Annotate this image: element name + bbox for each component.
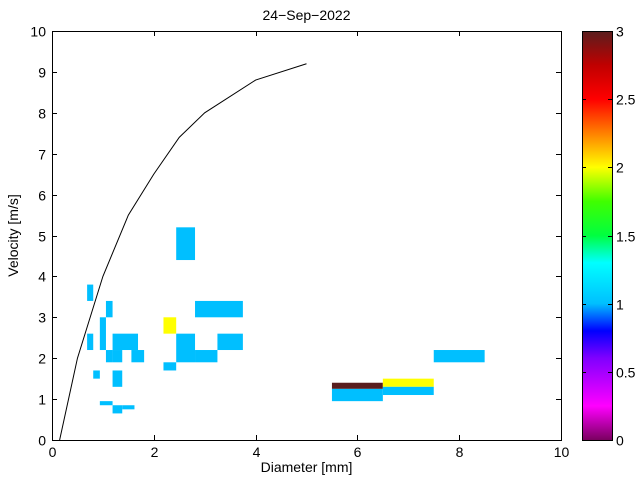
y-tick-label: 2	[38, 351, 46, 367]
colorbar-tick-label: 0	[616, 433, 624, 449]
heatmap-cell	[382, 386, 434, 396]
axes: 0 2 4 6 8 10 0 1 2 3 4 5 6 7 8 9 10	[30, 24, 569, 461]
y-tick-label: 3	[38, 310, 46, 326]
colorbar-tick-label: 1.5	[616, 229, 636, 245]
y-tick-label: 0	[38, 433, 46, 449]
chart-title: 24−Sep−2022	[263, 7, 351, 23]
y-tick-label: 8	[38, 106, 46, 122]
y-tick-label: 10	[30, 24, 46, 40]
x-tick-label: 4	[253, 444, 261, 460]
y-tick-label: 9	[38, 65, 46, 81]
plot-area	[52, 31, 561, 440]
colorbar: 0 0.5 1 1.5 2 2.5 3	[582, 24, 636, 449]
heatmap-cell	[112, 405, 123, 414]
heatmap-cell	[195, 350, 218, 363]
x-tick-label: 0	[49, 444, 57, 460]
heatmap-cell	[99, 317, 106, 351]
heatmap-cell	[105, 300, 113, 318]
x-axis-label: Diameter [mm]	[261, 459, 353, 475]
colorbar-tick-label: 2	[616, 160, 624, 176]
y-tick-label: 7	[38, 147, 46, 163]
heatmap-cell	[163, 362, 177, 371]
heatmap-cell	[176, 333, 196, 363]
colorbar-tick-label: 1	[616, 297, 624, 313]
heatmap-cell	[99, 401, 113, 406]
heatmap-cell	[433, 350, 485, 363]
colorbar-tick-label: 2.5	[616, 92, 636, 108]
heatmap-cell	[112, 333, 139, 351]
y-tick-label: 5	[38, 229, 46, 245]
heatmap-cell	[122, 405, 135, 410]
y-tick-label: 1	[38, 392, 46, 408]
heatmap-cell	[87, 284, 94, 301]
heatmap-cell	[163, 317, 177, 334]
heatmap-cell	[331, 388, 383, 402]
heatmap-cell	[93, 370, 100, 379]
y-axis-label: Velocity [m/s]	[5, 194, 21, 276]
colorbar-tick-label: 0.5	[616, 365, 636, 381]
heatmap-cell	[112, 370, 123, 387]
colorbar-gradient	[582, 31, 612, 440]
heatmap-cell	[105, 350, 113, 363]
y-tick-label: 4	[38, 269, 46, 285]
heatmap-cell	[195, 300, 243, 318]
fall-velocity-curve-layer	[59, 63, 307, 440]
x-tick-label: 6	[354, 444, 362, 460]
fall-velocity-curve	[59, 63, 307, 440]
heatmap-cell	[87, 333, 94, 351]
x-tick-label: 10	[554, 444, 570, 460]
heatmap-cell	[217, 333, 243, 351]
colorbar-tick-label: 3	[616, 24, 624, 40]
heatmap-cell	[176, 227, 196, 261]
y-tick-label: 6	[38, 188, 46, 204]
heatmap-cells	[87, 227, 485, 414]
heatmap-cell	[112, 350, 123, 363]
x-tick-label: 2	[151, 444, 159, 460]
heatmap-cell	[131, 350, 145, 363]
heatmap-cell	[382, 378, 434, 387]
x-tick-label: 8	[456, 444, 464, 460]
heatmap-cell	[331, 382, 383, 389]
